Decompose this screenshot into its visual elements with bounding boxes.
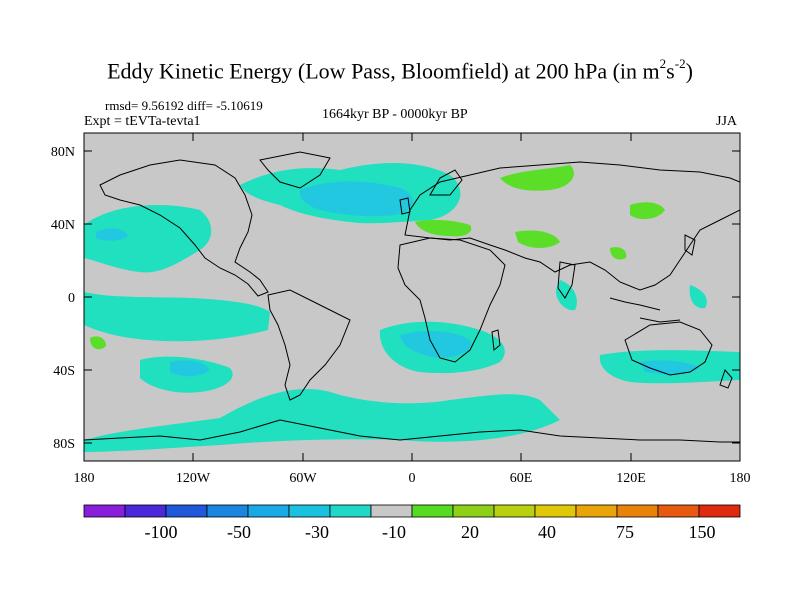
colorbar-box xyxy=(206,504,249,518)
lat-ticks xyxy=(84,150,740,444)
lat-label: 40N xyxy=(51,218,75,233)
colorbar-box xyxy=(124,504,167,518)
colorbar-label: 150 xyxy=(689,522,716,542)
experiment-label: Expt = tEVTa-tevta1 xyxy=(84,114,201,129)
period-label: 1664kyr BP - 0000kyr BP xyxy=(322,107,468,122)
season-label: JJA xyxy=(716,114,738,129)
colorbar-box xyxy=(83,504,126,518)
stats-text: rmsd= 9.56192 diff= -5.10619 xyxy=(105,98,263,113)
colorbar xyxy=(83,504,741,518)
colorbar-label: -50 xyxy=(227,522,251,542)
colorbar-label: 20 xyxy=(461,522,479,542)
colorbar-box xyxy=(575,504,618,518)
colorbar-box xyxy=(657,504,700,518)
lat-label: 0 xyxy=(68,291,75,306)
colorbar-box xyxy=(165,504,208,518)
lon-label: 180 xyxy=(74,471,95,486)
colorbar-box xyxy=(288,504,331,518)
colorbar-box xyxy=(616,504,659,518)
lat-label: 80N xyxy=(51,145,75,160)
lon-label: 120E xyxy=(616,471,646,486)
coastlines xyxy=(84,151,740,443)
colorbar-box xyxy=(329,504,372,518)
lon-label: 60E xyxy=(510,471,533,486)
colorbar-labels: -100 -50 -30 -10 20 40 75 150 xyxy=(145,522,716,542)
lat-labels: 80N 40N 0 40S 80S xyxy=(51,145,75,452)
colorbar-label: -10 xyxy=(382,522,406,542)
colorbar-label: 75 xyxy=(616,522,634,542)
lon-label: 0 xyxy=(409,471,416,486)
colorbar-box xyxy=(534,504,577,518)
colorbar-label: -30 xyxy=(305,522,329,542)
lat-label: 80S xyxy=(53,437,75,452)
lon-ticks xyxy=(83,133,741,461)
lon-label: 180 xyxy=(730,471,751,486)
lon-label: 60W xyxy=(289,471,317,486)
colorbar-box xyxy=(698,504,741,518)
colorbar-box xyxy=(370,504,413,518)
colorbar-box xyxy=(452,504,495,518)
map-title: Eddy Kinetic Energy (Low Pass, Bloomfiel… xyxy=(107,56,693,84)
colorbar-label: 40 xyxy=(538,522,556,542)
colorbar-box xyxy=(493,504,536,518)
lon-labels: 180 120W 60W 0 60E 120E 180 xyxy=(74,471,751,486)
colorbar-label: -100 xyxy=(145,522,178,542)
lon-label: 120W xyxy=(176,471,211,486)
colorbar-box xyxy=(247,504,290,518)
blue-anomaly-regions xyxy=(96,181,700,377)
lat-label: 40S xyxy=(53,364,75,379)
colorbar-box xyxy=(411,504,454,518)
green-anomaly-regions xyxy=(90,165,665,350)
